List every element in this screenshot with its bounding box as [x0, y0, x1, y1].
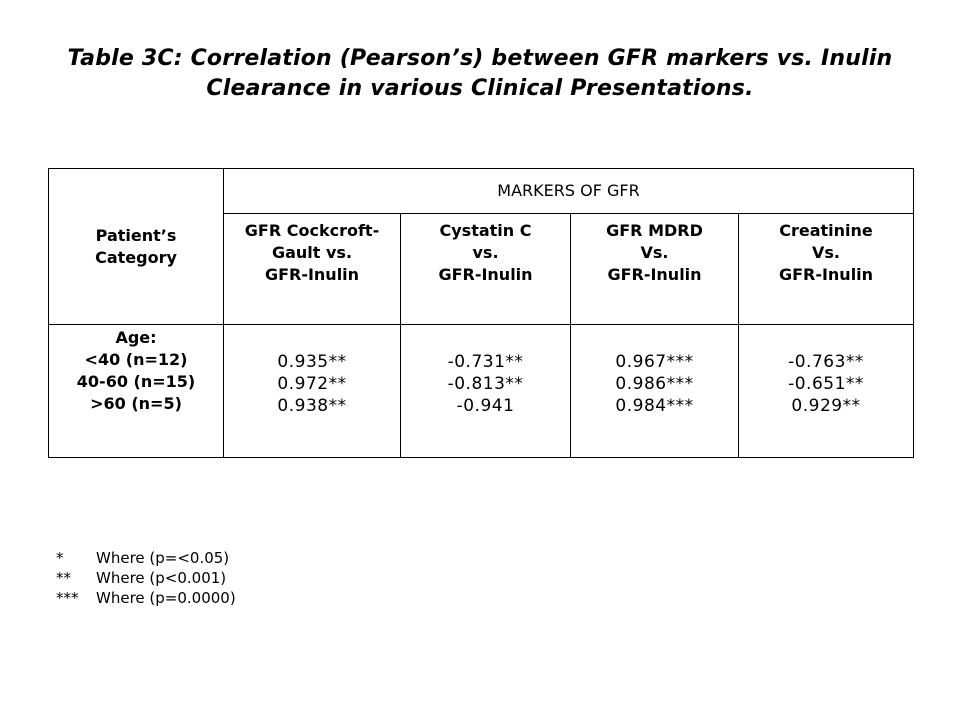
footnote-text: Where (p<0.001) [96, 569, 227, 587]
creatinine-values-cell: -0.763** -0.651** 0.929** [738, 324, 914, 458]
column-header-line: GFR-Inulin [607, 265, 702, 284]
column-header-line: Vs. [812, 243, 840, 262]
footnote: *** Where (p=0.0000) [56, 588, 236, 608]
footnote-symbol: *** [56, 589, 79, 607]
column-header-cystatin-c: Cystatin C vs. GFR-Inulin [400, 213, 571, 325]
footnote-text: Where (p=<0.05) [96, 549, 230, 567]
correlation-value: 0.986*** [615, 374, 694, 394]
correlation-value: 0.967*** [615, 352, 694, 372]
age-category-cell: Age: <40 (n=12) 40-60 (n=15) >60 (n=5) [48, 324, 224, 458]
correlation-value: 0.938** [277, 396, 347, 416]
age-category-line: Age: [115, 328, 157, 347]
footnote-symbol: ** [56, 569, 71, 587]
cockcroft-gault-values-cell: 0.935** 0.972** 0.938** [223, 324, 401, 458]
correlation-table: Patient’s Category MARKERS OF GFR GFR Co… [48, 168, 914, 458]
age-category-line: <40 (n=12) [84, 350, 188, 369]
table-row-age: Age: <40 (n=12) 40-60 (n=15) >60 (n=5) 0… [48, 324, 914, 458]
column-header-line: vs. [472, 243, 499, 262]
age-category-line: >60 (n=5) [90, 394, 182, 413]
header-row-2: GFR Cockcroft- Gault vs. GFR-Inulin Cyst… [49, 213, 914, 325]
footnotes: * Where (p=<0.05) ** Where (p<0.001) ***… [56, 548, 236, 608]
age-category-line: 40-60 (n=15) [76, 372, 196, 391]
column-header-gfr-mdrd: GFR MDRD Vs. GFR-Inulin [570, 213, 739, 325]
column-header-line: Vs. [640, 243, 669, 262]
column-header-line: GFR-Inulin [264, 265, 360, 284]
footnote-text: Where (p=0.0000) [96, 589, 236, 607]
correlation-value: 0.984*** [615, 396, 694, 416]
column-header-line: GFR Cockcroft- [244, 221, 380, 240]
column-header-line: Cystatin C [439, 221, 532, 240]
column-header-line: Creatinine [779, 221, 873, 240]
column-header-line: GFR-Inulin [778, 265, 874, 284]
column-header-line: GFR-Inulin [438, 265, 533, 284]
footnote: ** Where (p<0.001) [56, 568, 236, 588]
table-title-line-2: Clearance in various Clinical Presentati… [206, 76, 754, 101]
column-header-line: Gault vs. [271, 243, 353, 262]
header-row-1: Patient’s Category MARKERS OF GFR [48, 168, 914, 325]
footnote-symbol: * [56, 549, 64, 567]
correlation-value: -0.731** [447, 352, 524, 372]
patient-category-header-line: Category [95, 247, 177, 267]
correlation-value: 0.935** [277, 352, 347, 372]
patient-category-header-line: Patient’s [95, 225, 177, 245]
column-header-cockcroft-gault: GFR Cockcroft- Gault vs. GFR-Inulin [223, 213, 401, 325]
table-title-line-1: Table 3C: Correlation (Pearson’s) betwee… [67, 46, 893, 71]
correlation-value: 0.972** [277, 374, 347, 394]
correlation-value: -0.763** [788, 352, 864, 372]
correlation-value: -0.813** [447, 374, 524, 394]
footnote: * Where (p=<0.05) [56, 548, 236, 568]
markers-of-gfr-header: MARKERS OF GFR [223, 168, 914, 214]
correlation-value: 0.929** [791, 396, 861, 416]
column-header-creatinine: Creatinine Vs. GFR-Inulin [738, 213, 914, 325]
correlation-value: -0.941 [456, 396, 515, 416]
correlation-value: -0.651** [788, 374, 864, 394]
patient-category-header: Patient’s Category [48, 168, 224, 325]
cystatin-c-values-cell: -0.731** -0.813** -0.941 [400, 324, 571, 458]
column-header-line: GFR MDRD [606, 221, 703, 240]
table-title: Table 3C: Correlation (Pearson’s) betwee… [40, 44, 920, 104]
gfr-mdrd-values-cell: 0.967*** 0.986*** 0.984*** [570, 324, 739, 458]
